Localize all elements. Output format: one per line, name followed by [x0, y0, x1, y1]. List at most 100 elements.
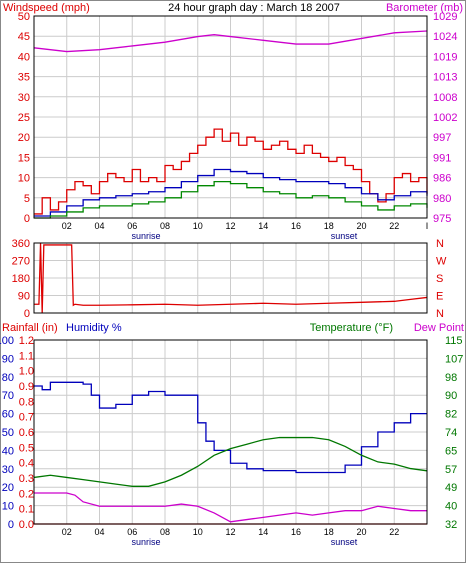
y-tick-label: 975	[433, 213, 451, 225]
x-tick-label: 18	[324, 527, 334, 537]
y-tick-label: 107	[445, 353, 463, 365]
series-line-average	[34, 168, 428, 217]
y-tick-label: 30	[18, 92, 30, 104]
humidity-tick-label: 50	[2, 427, 14, 439]
compass-letter: E	[436, 291, 443, 303]
y-tick-label: 45	[18, 31, 30, 43]
humidity-tick-label: 100	[0, 335, 14, 347]
y-tick-label: 270	[12, 256, 30, 268]
y-tick-label: 997	[433, 132, 451, 144]
top-sunrise-label: sunrise	[131, 231, 160, 241]
y-tick-label: 1024	[433, 31, 457, 43]
humidity-tick-label: 80	[2, 372, 14, 384]
x-tick-label: 06	[127, 527, 137, 537]
humidity-axis-label: Humidity %	[66, 322, 122, 334]
top-series	[33, 30, 428, 219]
rain-tick-label: 0.0	[19, 519, 34, 531]
temperature-axis-label: Temperature (°F)	[310, 322, 393, 334]
humidity-tick-label: 40	[2, 445, 14, 457]
y-tick-label: 82	[445, 409, 457, 421]
humidity-tick-label: 60	[2, 409, 14, 421]
bottom-grid	[33, 339, 428, 525]
rain-tick-label: 0.8	[19, 396, 34, 408]
rain-tick-label: 0.5	[19, 442, 34, 454]
mid-left-ticks: 0 90 180 270 360	[12, 238, 30, 320]
y-tick-label: 1002	[433, 112, 457, 124]
series-line-gust	[34, 128, 428, 215]
mid-series	[34, 242, 428, 314]
x-tick-label: 20	[356, 527, 366, 537]
top-grid	[33, 15, 428, 219]
humidity-temperature-panel: Rainfall (in) Humidity % Temperature (°F…	[0, 322, 464, 547]
y-tick-label: 40	[18, 51, 30, 63]
y-tick-label: 360	[12, 238, 30, 250]
series-line-humidity	[34, 381, 427, 474]
bottom-plot-frame	[33, 339, 428, 525]
x-tick-label: 02	[62, 527, 72, 537]
x-tick-label: 14	[258, 527, 268, 537]
rain-tick-label: 0.3	[19, 473, 34, 485]
bottom-x-ticks: 02 04 06 08 10 12 14 16 18 20 22	[62, 527, 400, 537]
rain-tick-label: 0.4	[19, 458, 34, 470]
y-tick-label: 90	[18, 291, 30, 303]
humidity-tick-label: 30	[2, 464, 14, 476]
y-tick-label: 57	[445, 464, 457, 476]
compass-letter: N	[436, 238, 444, 250]
series-line-low	[34, 180, 428, 219]
bottom-left-ticks: 0.0 0.1 0.2 0.3 0.4 0.5 0.6 0.7 0.8 0.9 1.0 1.1 1.2 0…	[0, 335, 34, 531]
series-line-temperature	[33, 436, 428, 487]
series-line-dewpoint	[34, 492, 427, 523]
humidity-tick-label: 10	[2, 501, 14, 513]
x-end-tick: I	[426, 221, 429, 231]
y-tick-label: 10	[18, 173, 30, 185]
compass-letter: N	[436, 308, 444, 320]
y-tick-label: 35	[18, 72, 30, 84]
rain-tick-label: 0.7	[19, 412, 34, 424]
rain-tick-label: 1.2	[19, 335, 34, 347]
rain-tick-label: 0.2	[19, 488, 34, 500]
y-tick-label: 115	[445, 335, 463, 347]
humidity-tick-label: 20	[2, 482, 14, 494]
wind-barometer-panel: Windspeed (mph) 24 hour graph day : Marc…	[3, 2, 463, 241]
y-tick-label: 40	[445, 501, 457, 513]
x-tick-label: 04	[94, 221, 104, 231]
y-tick-label: 98	[445, 372, 457, 384]
rain-tick-label: 0.9	[19, 381, 34, 393]
x-tick-label: 10	[193, 221, 203, 231]
windspeed-axis-label: Windspeed (mph)	[3, 2, 90, 14]
x-tick-label: 02	[62, 221, 72, 231]
x-tick-label: 08	[160, 221, 170, 231]
y-tick-label: 20	[18, 132, 30, 144]
top-x-ticks: 02 04 06 08 10 12 14 16 18 20 22 I	[62, 221, 429, 231]
y-tick-label: 180	[12, 273, 30, 285]
rain-tick-label: 1.0	[19, 366, 34, 378]
top-sunset-label: sunset	[331, 231, 358, 241]
mid-plot-frame	[33, 242, 428, 314]
rain-tick-label: 0.1	[19, 504, 34, 516]
y-tick-label: 50	[18, 11, 30, 23]
series-line-direction	[34, 242, 428, 314]
dewpoint-axis-label: Dew Point	[414, 322, 464, 334]
y-tick-label: 0	[24, 213, 30, 225]
y-tick-label: 986	[433, 173, 451, 185]
top-left-ticks: 0 5 10 15 20 25 30 35 40 45 50	[18, 11, 30, 225]
rain-tick-label: 1.1	[19, 350, 34, 362]
top-plot-frame	[33, 15, 428, 219]
x-tick-label: 14	[258, 221, 268, 231]
x-tick-label: 18	[324, 221, 334, 231]
y-tick-label: 1013	[433, 72, 457, 84]
y-tick-label: 90	[445, 390, 457, 402]
y-tick-label: 1029	[433, 11, 457, 23]
y-tick-label: 0	[24, 308, 30, 320]
y-tick-label: 1019	[433, 51, 457, 63]
y-tick-label: 1008	[433, 92, 457, 104]
x-tick-label: 12	[225, 221, 235, 231]
rain-tick-label: 0.6	[19, 427, 34, 439]
bottom-sunrise-label: sunrise	[131, 537, 160, 547]
x-tick-label: 06	[127, 221, 137, 231]
y-tick-label: 991	[433, 152, 451, 164]
x-tick-label: 08	[160, 527, 170, 537]
